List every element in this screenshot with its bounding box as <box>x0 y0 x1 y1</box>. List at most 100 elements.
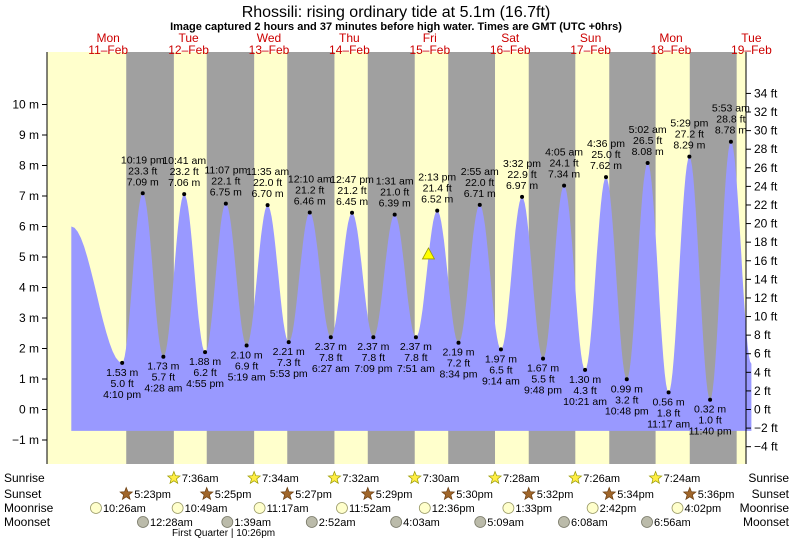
high-tide-point <box>562 183 567 188</box>
high-tide-point <box>645 161 650 166</box>
moonset-icon <box>305 516 318 528</box>
low-tide-label: 9:14 am <box>482 375 520 387</box>
moonset-time: 6:08am <box>571 517 608 529</box>
moonset-row-label-right: Moonset <box>743 515 790 529</box>
right-tick-label: 16 ft <box>754 254 778 268</box>
moonrise-icon <box>336 502 348 514</box>
high-tide-point <box>728 139 733 144</box>
high-tide-point <box>265 203 270 208</box>
low-tide-label: 2.10 m <box>231 349 263 361</box>
low-tide-point <box>328 335 333 340</box>
left-tick-label: −1 m <box>12 433 39 447</box>
sunset-row-label-right: Sunset <box>752 487 790 501</box>
high-tide-label: 7.06 m <box>168 177 200 189</box>
moonrise-icon <box>171 502 184 514</box>
sunrise-time: 7:28am <box>503 473 540 485</box>
day-name: Tue <box>741 31 762 45</box>
low-tide-point <box>286 340 291 345</box>
high-tide-label: 27.2 ft <box>675 129 704 141</box>
high-tide-point <box>392 212 397 217</box>
high-tide-label: 6.71 m <box>464 188 496 200</box>
sunset-icon <box>602 486 617 501</box>
moonrise-time: 11:17am <box>267 503 309 515</box>
low-tide-label: 5:53 pm <box>270 368 308 380</box>
high-tide-label: 21.2 ft <box>337 185 366 197</box>
high-tide-label: 6.70 m <box>252 188 284 200</box>
high-tide-label: 21.4 ft <box>423 183 452 195</box>
day-date: 18–Feb <box>651 43 692 57</box>
day-date: 11–Feb <box>88 43 128 57</box>
high-tide-label: 10:19 pm <box>121 154 165 166</box>
left-tick-label: 6 m <box>19 220 39 234</box>
right-tick-label: 4 ft <box>754 365 771 379</box>
sunrise-icon <box>648 470 663 485</box>
low-tide-label: 4:28 am <box>144 383 182 395</box>
sunset-time: 5:27pm <box>295 489 332 501</box>
left-tick-label: 3 m <box>19 311 39 325</box>
high-tide-label: 28.8 ft <box>716 114 745 126</box>
low-tide-label: 11:40 pm <box>689 426 732 438</box>
high-tide-label: 8.29 m <box>673 140 705 152</box>
high-tide-point <box>307 210 312 215</box>
sunset-icon <box>280 486 295 501</box>
left-tick-label: 0 m <box>19 403 39 417</box>
moonrise-time: 10:26am <box>103 503 146 515</box>
right-tick-label: 34 ft <box>754 86 778 100</box>
low-tide-point <box>161 354 166 359</box>
high-tide-label: 11:07 pm <box>204 165 247 177</box>
moonrise-icon <box>502 502 515 514</box>
low-tide-label: 10:48 pm <box>605 405 649 417</box>
day-name: Mon <box>97 31 120 45</box>
day-name: Tue <box>178 31 199 45</box>
high-tide-label: 12:47 pm <box>330 174 374 186</box>
sunset-icon <box>682 486 697 501</box>
low-tide-label: 5.7 ft <box>152 372 175 384</box>
moonrise-icon <box>90 502 102 514</box>
right-tick-label: 12 ft <box>754 291 778 305</box>
high-tide-point <box>477 202 482 207</box>
sunrise-time: 7:34am <box>262 473 299 485</box>
high-tide-label: 7.09 m <box>127 176 159 188</box>
sunset-icon <box>441 486 456 501</box>
high-tide-point <box>223 201 228 206</box>
low-tide-label: 7.8 ft <box>362 352 385 364</box>
low-tide-point <box>624 377 629 382</box>
low-tide-point <box>120 360 125 365</box>
sunrise-icon <box>568 470 583 485</box>
sunset-time: 5:23pm <box>134 489 171 501</box>
moonrise-time: 11:52am <box>349 503 391 515</box>
low-tide-label: 1.30 m <box>569 374 601 386</box>
high-tide-label: 24.1 ft <box>549 158 578 170</box>
day-date: 12–Feb <box>168 43 209 57</box>
day-date: 17–Feb <box>570 43 611 57</box>
low-tide-point <box>583 367 588 372</box>
low-tide-label: 11:17 am <box>647 418 690 430</box>
moonset-time: 2:52am <box>319 517 356 529</box>
left-tick-label: 5 m <box>19 250 39 264</box>
high-tide-label: 5:02 am <box>629 124 667 136</box>
high-tide-point <box>435 208 440 213</box>
right-tick-label: 14 ft <box>754 272 778 286</box>
high-tide-label: 6.46 m <box>294 195 326 207</box>
high-tide-label: 5:29 pm <box>670 118 708 130</box>
low-tide-label: 4.3 ft <box>573 385 596 397</box>
current-level-marker <box>421 247 436 260</box>
moonset-icon <box>390 516 403 528</box>
low-tide-point <box>456 340 461 345</box>
high-tide-point <box>140 191 145 196</box>
chart-axes: −1 m 0 m 1 m 2 m 3 m 4 m 5 m 6 m 7 m 8 m 9 m 10 m −4… <box>12 52 778 464</box>
high-tide-point <box>687 154 692 159</box>
sunrise-time: 7:26am <box>583 473 620 485</box>
low-tide-label: 2.19 m <box>442 347 474 359</box>
moonset-time: 6:56am <box>654 517 691 529</box>
left-tick-label: 4 m <box>19 281 39 295</box>
high-tide-label: 21.0 ft <box>380 187 409 199</box>
moonrise-time: 12:36pm <box>432 503 475 515</box>
sunrise-row-label-right: Sunrise <box>748 471 789 485</box>
high-tide-label: 8.08 m <box>632 146 664 158</box>
high-tide-label: 22.0 ft <box>253 177 282 189</box>
high-tide-label: 5:53 am <box>712 103 750 115</box>
high-tide-label: 21.2 ft <box>295 184 324 196</box>
